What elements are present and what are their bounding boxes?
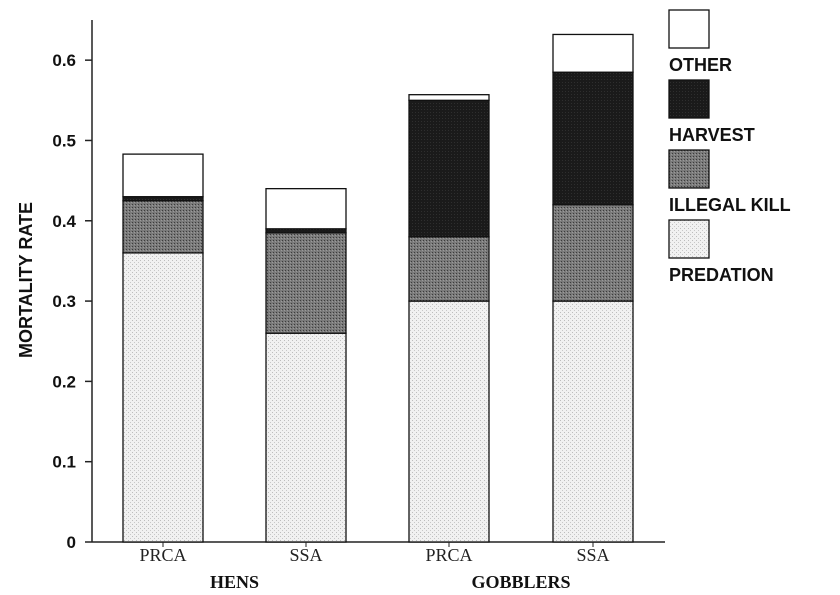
y-tick-label: 0.6 [52, 51, 76, 70]
y-tick-label: 0.4 [52, 212, 76, 231]
bars [122, 33, 634, 547]
bar-segment-illegal-kill [552, 204, 634, 302]
group-label: HENS [210, 572, 259, 592]
y-tick-label: 0.5 [52, 131, 76, 150]
y-tick-label: 0.1 [52, 453, 76, 472]
x-category-label: SSA [576, 545, 609, 565]
bar-segment-illegal-kill [408, 236, 490, 302]
y-tick-label: 0.3 [52, 292, 76, 311]
bar-segment-harvest [552, 71, 634, 206]
legend-label: PREDATION [669, 265, 774, 285]
bar-segment-other [122, 153, 204, 198]
y-tick-label: 0 [67, 533, 76, 552]
bar-segment-other [552, 33, 634, 73]
legend-swatch-illegal-kill [668, 149, 710, 189]
legend-label: HARVEST [669, 125, 755, 145]
legend-swatch-predation [668, 219, 710, 259]
y-ticks: 0 0.1 0.2 0.3 0.4 0.5 0.6 [52, 51, 92, 552]
x-category-labels: PRCA SSA PRCA SSA [139, 545, 609, 565]
x-category-label: PRCA [139, 545, 186, 565]
legend: OTHER HARVEST ILLEGAL KILL PREDATION [668, 9, 791, 285]
legend-label: ILLEGAL KILL [669, 195, 791, 215]
bar-segment-illegal-kill [265, 232, 347, 334]
bar-segment-predation [122, 252, 204, 543]
legend-swatch-other [668, 9, 710, 49]
y-tick-label: 0.2 [52, 372, 76, 391]
bar-segment-harvest [408, 99, 490, 238]
group-labels: HENS GOBBLERS [210, 572, 571, 592]
x-category-label: PRCA [425, 545, 472, 565]
x-category-label: SSA [289, 545, 322, 565]
bar-segment-predation [265, 332, 347, 543]
legend-swatch-harvest [668, 79, 710, 119]
bar-segment-predation [408, 300, 490, 543]
group-label: GOBBLERS [471, 572, 570, 592]
legend-label: OTHER [669, 55, 732, 75]
y-axis-label: MORTALITY RATE [16, 202, 36, 358]
bar-segment-illegal-kill [122, 200, 204, 254]
bar-segment-other [408, 94, 490, 101]
bar-segment-predation [552, 300, 634, 543]
bar-segment-other [265, 187, 347, 230]
